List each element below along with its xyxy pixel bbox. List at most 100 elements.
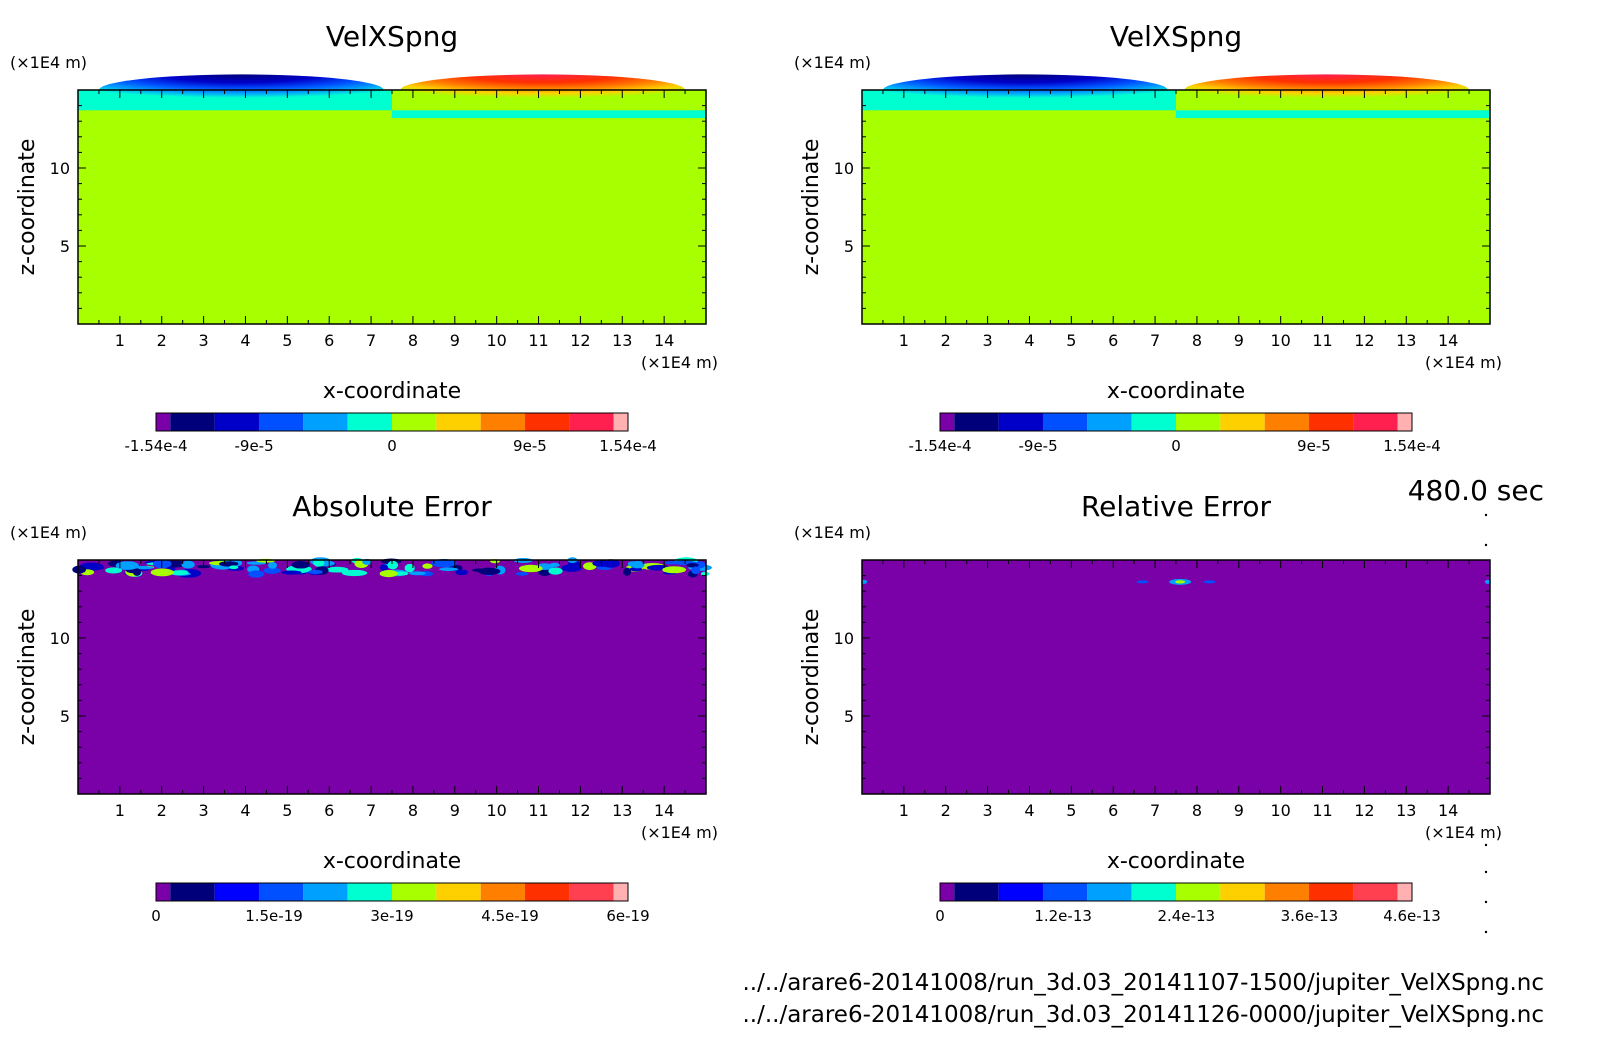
x-tick-label: 8 xyxy=(408,331,418,350)
colorbar-label: 0 xyxy=(935,907,945,925)
plot-field xyxy=(78,90,706,324)
x-tick-label: 4 xyxy=(240,801,250,820)
error-speckle xyxy=(281,570,302,575)
colorbar-swatch xyxy=(1087,883,1132,901)
colorbar-swatch xyxy=(170,413,215,431)
x-tick-label: 1 xyxy=(899,331,909,350)
y-axis-label: z-coordinate xyxy=(799,139,824,276)
x-tick-label: 1 xyxy=(115,331,125,350)
colorbar-swatch xyxy=(525,883,570,901)
colorbar-frame xyxy=(155,882,629,902)
colorbar-swatch xyxy=(1220,413,1265,431)
error-speckle xyxy=(592,560,613,567)
error-speckle xyxy=(478,567,501,575)
x-tick-label: 10 xyxy=(1270,801,1290,820)
x-tick-label: 9 xyxy=(1234,331,1244,350)
colorbar-swatch xyxy=(1042,883,1088,901)
x-tick-label: 12 xyxy=(1354,801,1374,820)
x-tick-label: 6 xyxy=(1108,331,1118,350)
x-tick-label: 8 xyxy=(1192,801,1202,820)
x-tick-label: 12 xyxy=(570,801,590,820)
colorbar-swatch xyxy=(303,883,348,901)
colorbar-label: 1.54e-4 xyxy=(599,437,657,455)
colorbar-swatch xyxy=(998,413,1043,431)
x-tick-label: 3 xyxy=(983,331,993,350)
y-tick-label: 5 xyxy=(60,237,70,256)
error-spot xyxy=(1203,580,1216,584)
error-speckle xyxy=(686,563,699,568)
x-tick-label: 13 xyxy=(612,331,632,350)
colorbar-swatch xyxy=(1131,413,1176,431)
chart-panel-1: VelXSpng(×1E4 m)(×1E4 m)1 2 3 4 5 6 7 8 9 10 11 12 1… xyxy=(10,20,718,455)
error-speckle xyxy=(88,563,105,571)
error-speckle xyxy=(291,561,310,569)
field-band-right xyxy=(1176,110,1490,119)
error-speckle xyxy=(538,568,552,576)
time-label: 480.0 sec xyxy=(1408,474,1544,507)
colorbar-swatch xyxy=(436,413,481,431)
x-tick-label: 1 xyxy=(899,801,909,820)
colorbar-swatch xyxy=(347,883,392,901)
x-tick-label: 12 xyxy=(1354,331,1374,350)
error-speckle xyxy=(404,563,415,573)
x-axis-label: x-coordinate xyxy=(1107,379,1245,404)
colorbar-label: 9e-5 xyxy=(1297,437,1331,455)
colorbar-swatch xyxy=(347,413,392,431)
x-tick-label: 5 xyxy=(1066,331,1076,350)
colorbar-label: 0 xyxy=(151,907,161,925)
x-tick-label: 2 xyxy=(941,801,951,820)
colorbar-frame xyxy=(155,412,629,432)
x-tick-label: 4 xyxy=(1024,331,1034,350)
chart-title: Absolute Error xyxy=(292,490,492,523)
error-speckle xyxy=(219,561,239,567)
colorbar-swatch xyxy=(392,413,437,431)
chart-panel-4: Relative Error(×1E4 m)(×1E4 m)1 2 3 4 5 6 7 8 9 1… xyxy=(794,490,1502,925)
chart-title: VelXSpng xyxy=(326,20,458,53)
x-tick-label: 2 xyxy=(941,331,951,350)
x-axis-label: x-coordinate xyxy=(323,849,461,874)
error-speckle xyxy=(132,568,142,576)
x-tick-label: 7 xyxy=(1150,801,1160,820)
x-tick-label: 13 xyxy=(1396,331,1416,350)
error-speckle xyxy=(691,566,701,575)
x-tick-label: 7 xyxy=(366,331,376,350)
x-tick-label: 6 xyxy=(324,331,334,350)
colorbar-frame xyxy=(939,412,1413,432)
colorbar-swatch xyxy=(940,413,955,431)
colorbar-swatch xyxy=(569,883,614,901)
error-spot-core xyxy=(1175,580,1186,584)
x-axis-label: x-coordinate xyxy=(1107,849,1245,874)
x-tick-label: 6 xyxy=(1108,801,1118,820)
error-speckle xyxy=(561,564,583,572)
x-tick-label: 9 xyxy=(450,801,460,820)
colorbar-label: 1.54e-4 xyxy=(1383,437,1441,455)
chart-panel-2: VelXSpng(×1E4 m)(×1E4 m)1 2 3 4 5 6 7 8 9 10 11 12 1… xyxy=(794,20,1502,455)
x-tick-label: 12 xyxy=(570,331,590,350)
y-axis-unit: (×1E4 m) xyxy=(794,53,871,72)
x-tick-label: 14 xyxy=(654,801,674,820)
x-tick-label: 11 xyxy=(528,331,548,350)
x-tick-label: 13 xyxy=(612,801,632,820)
colorbar-swatch xyxy=(1220,883,1265,901)
error-speckle xyxy=(267,562,278,569)
colorbar-swatch xyxy=(214,413,259,431)
y-tick-label: 10 xyxy=(50,629,70,648)
colorbar-swatch xyxy=(1309,883,1354,901)
colorbar-swatch xyxy=(1087,413,1132,431)
x-tick-label: 4 xyxy=(1024,801,1034,820)
x-tick-label: 7 xyxy=(366,801,376,820)
marker-dot xyxy=(1484,843,1488,847)
error-speckle xyxy=(439,567,459,571)
y-axis-unit: (×1E4 m) xyxy=(10,53,87,72)
y-axis-label: z-coordinate xyxy=(799,609,824,746)
colorbar-swatch xyxy=(998,883,1043,901)
colorbar-swatch xyxy=(1309,413,1354,431)
colorbar-frame xyxy=(939,882,1413,902)
error-speckle xyxy=(515,571,529,576)
colorbar-swatch xyxy=(954,413,999,431)
x-axis-unit: (×1E4 m) xyxy=(641,353,718,372)
error-speckle xyxy=(150,568,174,577)
x-tick-label: 3 xyxy=(199,331,209,350)
x-tick-label: 4 xyxy=(240,331,250,350)
